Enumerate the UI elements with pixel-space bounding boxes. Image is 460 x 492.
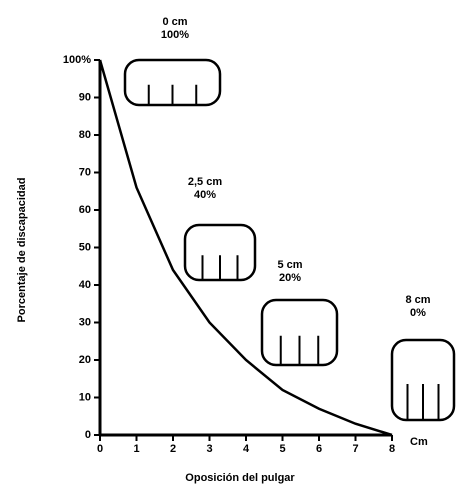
- data-line: [98, 59, 393, 437]
- y-tick-label: 90: [79, 91, 91, 103]
- y-tick-label: 20: [79, 354, 91, 366]
- x-tick-label: 7: [352, 443, 358, 455]
- x-axis-label: Oposición del pulgar: [185, 472, 295, 484]
- x-tick-label: 8: [389, 443, 395, 455]
- y-tick-label: 30: [79, 316, 91, 328]
- x-tick-label: 4: [243, 443, 250, 455]
- x-tick-label: 0: [97, 443, 103, 455]
- y-tick-label: 10: [79, 391, 91, 403]
- y-tick-label: 80: [79, 129, 91, 141]
- x-tick-label: 5: [279, 443, 285, 455]
- y-tick-label: 0: [85, 429, 91, 441]
- y-tick-label: 40: [79, 279, 91, 291]
- annotation: 8 cm: [405, 294, 430, 306]
- y-tick-label: 50: [79, 241, 91, 253]
- x-unit: Cm: [410, 436, 428, 448]
- x-tick-label: 6: [316, 443, 322, 455]
- y-tick-label: 100%: [63, 54, 91, 66]
- y-axis-label: Porcentaje de discapacidad: [16, 178, 28, 323]
- x-tick-label: 3: [206, 443, 212, 455]
- y-tick-label: 60: [79, 204, 91, 216]
- y-tick-label: 70: [79, 166, 91, 178]
- annotation: 0%: [410, 307, 426, 319]
- x-tick-label: 2: [170, 443, 176, 455]
- annotation: 2,5 cm: [188, 176, 222, 188]
- annotation: 100%: [161, 29, 189, 41]
- annotation: 0 cm: [162, 16, 187, 28]
- annotation: 40%: [194, 189, 216, 201]
- x-tick-label: 1: [133, 443, 139, 455]
- annotation: 20%: [279, 272, 301, 284]
- annotation: 5 cm: [277, 259, 302, 271]
